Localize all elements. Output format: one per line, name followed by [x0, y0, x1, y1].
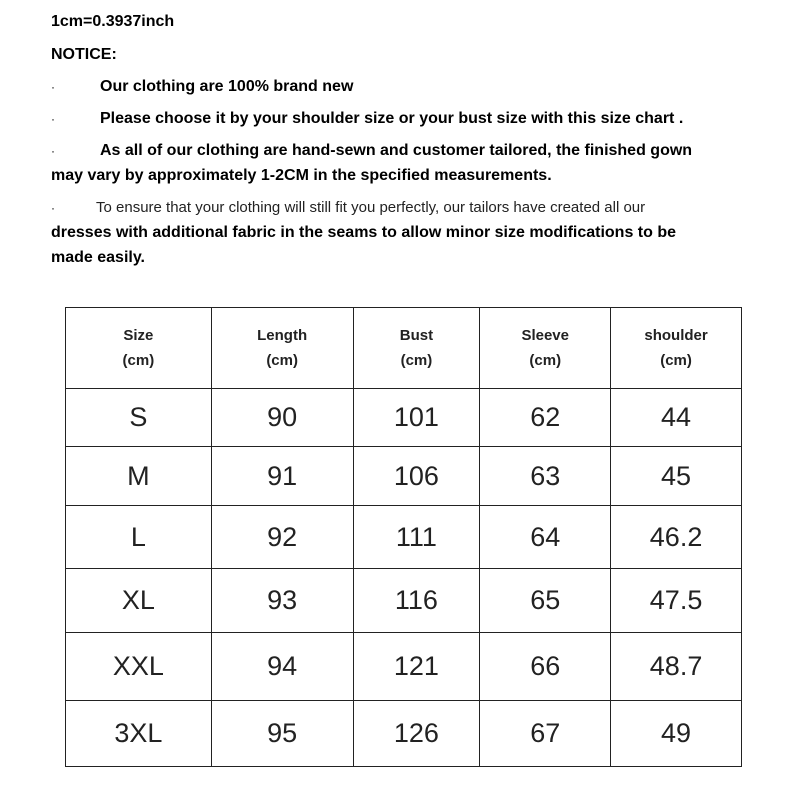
- table-cell: 91: [210, 446, 354, 506]
- table-cell: 44: [610, 388, 742, 447]
- header-label: Bust: [399, 327, 434, 344]
- notice-title: NOTICE:: [51, 46, 117, 63]
- column-header: shoulder (cm): [610, 307, 742, 389]
- note-2: Please choose it by your shoulder size o…: [100, 110, 684, 127]
- table-cell: 66: [479, 632, 612, 701]
- table-cell: 101: [352, 388, 481, 447]
- table-cell: L: [65, 505, 212, 569]
- column-header: Sleeve (cm): [479, 307, 612, 389]
- header-unit: (cm): [122, 352, 155, 369]
- table-cell: 126: [352, 700, 481, 767]
- table-cell: 95: [210, 700, 354, 767]
- column-header: Bust (cm): [352, 307, 481, 389]
- table-cell: 46.2: [610, 505, 742, 569]
- table-cell: 67: [479, 700, 612, 767]
- table-cell: XXL: [65, 632, 212, 701]
- header-label: Length: [257, 327, 308, 344]
- table-row: M 91 106 63 45: [65, 446, 742, 506]
- header-label: Sleeve: [521, 327, 569, 344]
- header-unit: (cm): [660, 352, 692, 369]
- bullet: ·: [51, 112, 55, 126]
- note-4-end: made easily.: [51, 249, 145, 266]
- table-cell: 65: [479, 568, 612, 633]
- note-3: As all of our clothing are hand-sewn and…: [100, 142, 693, 159]
- table-cell: 63: [479, 446, 612, 506]
- note-3-cont: may vary by approximately 1-2CM in the s…: [51, 167, 552, 184]
- header-label: Size: [123, 327, 154, 344]
- table-cell: 111: [352, 505, 481, 569]
- table-cell: 45: [610, 446, 742, 506]
- table-cell: 62: [479, 388, 612, 447]
- table-cell: XL: [65, 568, 212, 633]
- header-unit: (cm): [266, 352, 298, 369]
- note-4-cont: dresses with additional fabric in the se…: [51, 224, 677, 241]
- table-cell: 121: [352, 632, 481, 701]
- bullet: ·: [51, 80, 55, 94]
- table-row: XL 93 116 65 47.5: [65, 568, 742, 633]
- table-cell: 47.5: [610, 568, 742, 633]
- note-1: Our clothing are 100% brand new: [100, 78, 354, 95]
- table-row: XXL 94 121 66 48.7: [65, 632, 742, 701]
- table-cell: 3XL: [65, 700, 212, 767]
- table-row: L 92 111 64 46.2: [65, 505, 742, 569]
- table-cell: 48.7: [610, 632, 742, 701]
- table-cell: 90: [210, 388, 354, 447]
- column-header: Size (cm): [65, 307, 212, 389]
- size-chart-table: Size (cm) Length (cm) Bust (cm) Sleeve (cm) shou…: [65, 307, 742, 767]
- note-4: To ensure that your clothing will still …: [96, 199, 646, 216]
- table-cell: S: [65, 388, 212, 447]
- table-cell: 94: [210, 632, 354, 701]
- column-header: Length (cm): [210, 307, 354, 389]
- bullet: ·: [51, 201, 55, 215]
- table-cell: 92: [210, 505, 354, 569]
- header-unit: (cm): [400, 352, 433, 369]
- table-cell: M: [65, 446, 212, 506]
- table-row: 3XL 95 126 67 49: [65, 700, 742, 767]
- header-row: Size (cm) Length (cm) Bust (cm) Sleeve (cm) shou…: [65, 307, 742, 389]
- bullet: ·: [51, 144, 55, 158]
- table-cell: 106: [352, 446, 481, 506]
- table-row: S 90 101 62 44: [65, 388, 742, 447]
- table-cell: 116: [352, 568, 481, 633]
- table-cell: 49: [610, 700, 742, 767]
- table-cell: 64: [479, 505, 612, 569]
- header-unit: (cm): [529, 352, 562, 369]
- header-label: shoulder: [644, 327, 708, 344]
- conversion-note: 1cm=0.3937inch: [51, 13, 175, 30]
- table-cell: 93: [210, 568, 354, 633]
